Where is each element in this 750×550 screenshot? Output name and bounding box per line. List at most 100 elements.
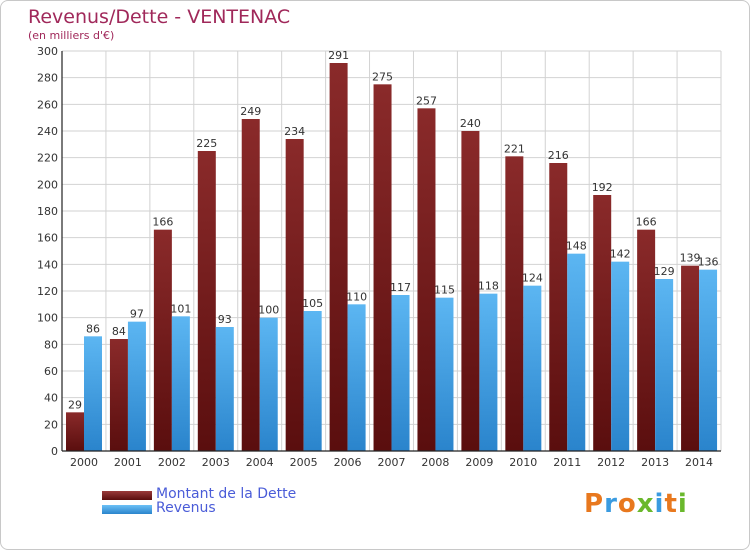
bar-dette <box>66 412 84 451</box>
chart-subtitle: (en milliers d'€) <box>28 29 115 42</box>
x-tick-label: 2001 <box>114 456 142 469</box>
data-label-dette: 166 <box>152 216 173 229</box>
data-label-dette: 249 <box>240 105 261 118</box>
x-tick-label: 2007 <box>378 456 406 469</box>
data-label-revenus: 118 <box>478 280 499 293</box>
data-label-revenus: 110 <box>346 290 367 303</box>
x-tick-label: 2005 <box>290 456 318 469</box>
y-tick-label: 140 <box>37 258 58 271</box>
bar-revenus <box>127 321 146 451</box>
bar-dette <box>109 339 128 451</box>
logo-letter: P <box>584 489 605 519</box>
bar-revenus <box>523 285 542 451</box>
bar-revenus <box>171 316 190 451</box>
y-tick-label: 60 <box>44 365 58 378</box>
bar-revenus <box>347 304 366 451</box>
x-tick-label: 2011 <box>553 456 581 469</box>
bar-dette <box>285 139 304 451</box>
bar-revenus <box>303 311 322 451</box>
logo-letter: x <box>636 489 655 519</box>
legend-swatch-debt <box>102 491 152 500</box>
x-tick-label: 2004 <box>246 456 274 469</box>
x-tick-label: 2002 <box>158 456 186 469</box>
x-tick-label: 2003 <box>202 456 230 469</box>
data-label-dette: 192 <box>592 181 613 194</box>
data-label-dette: 216 <box>548 149 569 162</box>
logo-letter: i <box>654 489 665 519</box>
bar-dette <box>505 156 524 452</box>
bar-dette <box>681 265 700 451</box>
bar-revenus <box>391 295 410 451</box>
data-label-revenus: 124 <box>522 272 543 285</box>
bar-dette <box>241 119 260 451</box>
x-tick-label: 2000 <box>70 456 98 469</box>
bar-dette <box>637 229 656 451</box>
bars-layer <box>66 63 718 452</box>
data-label-revenus: 136 <box>698 256 719 269</box>
x-tick-label: 2008 <box>421 456 449 469</box>
bar-dette <box>549 163 568 451</box>
bar-revenus <box>567 253 586 451</box>
bar-revenus <box>215 327 234 451</box>
data-label-revenus: 86 <box>86 322 100 335</box>
data-label-dette: 257 <box>416 94 437 107</box>
logo-letter: i <box>677 489 688 519</box>
bar-revenus <box>611 261 630 451</box>
data-label-dette: 234 <box>284 125 305 138</box>
x-tick-label: 2013 <box>641 456 669 469</box>
data-label-revenus: 129 <box>654 265 675 278</box>
data-label-dette: 275 <box>372 70 393 83</box>
data-label-dette: 221 <box>504 142 525 155</box>
data-label-revenus: 142 <box>610 248 631 261</box>
logo-letter: t <box>664 489 678 519</box>
bar-revenus <box>435 297 454 451</box>
bar-revenus <box>479 293 498 451</box>
legend-label-debt: Montant de la Dette <box>156 486 297 502</box>
data-label-revenus: 97 <box>130 308 144 321</box>
logo-letter: o <box>617 489 637 519</box>
bar-dette <box>373 84 392 451</box>
y-tick-label: 300 <box>37 45 58 58</box>
bar-dette <box>197 151 216 451</box>
data-label-revenus: 115 <box>434 284 455 297</box>
data-label-revenus: 100 <box>258 304 279 317</box>
data-label-dette: 291 <box>328 49 349 62</box>
bar-revenus <box>259 317 278 451</box>
y-tick-label: 160 <box>37 232 58 245</box>
data-label-dette: 84 <box>112 325 126 338</box>
y-tick-label: 120 <box>37 285 58 298</box>
bar-dette <box>329 63 348 451</box>
bar-dette <box>461 131 480 451</box>
x-tick-label: 2012 <box>597 456 625 469</box>
y-tick-label: 260 <box>37 98 58 111</box>
data-label-dette: 225 <box>196 137 217 150</box>
y-tick-label: 220 <box>37 152 58 165</box>
legend-label-revenus: Revenus <box>156 500 216 516</box>
data-label-revenus: 101 <box>170 302 191 315</box>
axis-layer: 0 20 40 60 80 100 120 140 160 180 200 220 240 260 280 3… <box>37 45 721 469</box>
bar-dette <box>153 229 172 451</box>
data-label-revenus: 148 <box>566 240 587 253</box>
y-tick-label: 0 <box>51 445 58 458</box>
y-tick-label: 200 <box>37 178 58 191</box>
y-tick-label: 240 <box>37 125 58 138</box>
bar-revenus <box>655 279 674 451</box>
chart-title: Revenus/Dette - VENTENAC <box>28 6 291 28</box>
data-label-dette: 166 <box>636 216 657 229</box>
y-tick-label: 280 <box>37 72 58 85</box>
x-tick-label: 2009 <box>465 456 493 469</box>
y-tick-label: 80 <box>44 338 58 351</box>
logo-letter: r <box>604 489 618 519</box>
data-label-dette: 139 <box>680 252 701 265</box>
x-tick-label: 2006 <box>334 456 362 469</box>
data-label-revenus: 117 <box>390 281 411 294</box>
y-tick-label: 40 <box>44 392 58 405</box>
data-label-dette: 29 <box>68 398 82 411</box>
y-tick-label: 180 <box>37 205 58 218</box>
bar-dette <box>593 195 612 451</box>
x-tick-label: 2010 <box>509 456 537 469</box>
data-label-revenus: 105 <box>302 297 323 310</box>
bar-dette <box>417 108 436 451</box>
legend-swatch-revenus <box>102 505 152 514</box>
